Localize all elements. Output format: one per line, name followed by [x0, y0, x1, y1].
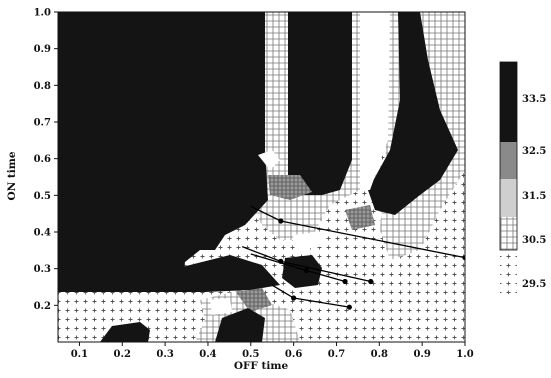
region-32-5-b	[345, 205, 375, 230]
colorbar-label: 29.5	[522, 279, 546, 290]
region-33-5-right	[368, 12, 458, 215]
colorbar-label: 32.5	[522, 146, 546, 157]
region-33-5-column	[288, 12, 352, 195]
colorbar-swatch	[500, 217, 517, 250]
y-axis-title: ON time	[6, 151, 18, 200]
y-tick-label: 0.4	[34, 228, 51, 239]
y-tick-label: 0.6	[34, 154, 51, 165]
region-30-5-c	[210, 298, 232, 315]
region-33-5-blob-2	[100, 322, 150, 342]
y-tick-label: 1.0	[34, 8, 51, 19]
colorbar: 33.5 32.5 31.5 30.5 29.5	[499, 61, 546, 294]
y-tick-label: 0.5	[34, 191, 51, 202]
plot-area	[58, 12, 465, 342]
x-tick-label: 0.3	[156, 349, 173, 360]
y-tick-label: 0.3	[34, 264, 51, 275]
region-33-5-main	[58, 12, 268, 290]
y-tick-label: 0.9	[34, 44, 51, 55]
region-33-5-blob-3	[215, 308, 265, 342]
plot-frame	[57, 11, 466, 343]
x-tick-label: 0.6	[285, 349, 302, 360]
x-tick-label: 1.0	[456, 349, 473, 360]
x-tick-label: 0.8	[371, 349, 388, 360]
trajectory-layer	[241, 205, 465, 310]
trajectory-point	[303, 267, 310, 274]
colorbar-label: 33.5	[522, 94, 546, 105]
region-33-5-band	[58, 255, 280, 292]
trajectory-point	[346, 304, 352, 310]
trajectory-point	[368, 278, 374, 285]
x-axis: 0.1 0.2 0.3 0.4 0.5 0.6 0.7 0.8 0.9 1.0	[71, 342, 474, 360]
region-30-5-d	[360, 12, 390, 190]
x-tick-label: 0.7	[328, 349, 345, 360]
y-tick-label: 0.8	[34, 81, 51, 92]
region-32-5-c	[236, 288, 272, 312]
colorbar-swatch	[500, 179, 517, 217]
y-tick-label: 0.2	[34, 301, 51, 312]
y-axis: 0.2 0.3 0.4 0.5 0.6 0.7 0.8 0.9 1.0	[34, 8, 58, 312]
region-30-5-a	[258, 150, 280, 170]
colorbar-swatch	[500, 250, 517, 294]
colorbar-frame	[499, 61, 518, 251]
colorbar-swatch	[500, 142, 517, 179]
trajectory-point	[291, 295, 297, 301]
colorbar-swatch	[500, 62, 517, 142]
x-tick-label: 0.5	[242, 349, 259, 360]
y-tick-label: 0.7	[34, 118, 51, 129]
colorbar-label: 30.5	[522, 235, 546, 246]
region-32-5-a	[268, 175, 312, 200]
region-30-5-b	[292, 232, 330, 250]
trajectory-point	[342, 278, 348, 285]
colorbar-label: 31.5	[522, 191, 546, 202]
x-axis-title: OFF time	[234, 360, 289, 372]
x-tick-label: 0.1	[71, 349, 88, 360]
x-tick-label: 0.2	[114, 349, 131, 360]
trajectory-point	[462, 255, 465, 261]
x-tick-label: 0.4	[199, 349, 216, 360]
x-tick-label: 0.9	[413, 349, 430, 360]
trajectory-point	[278, 218, 284, 224]
